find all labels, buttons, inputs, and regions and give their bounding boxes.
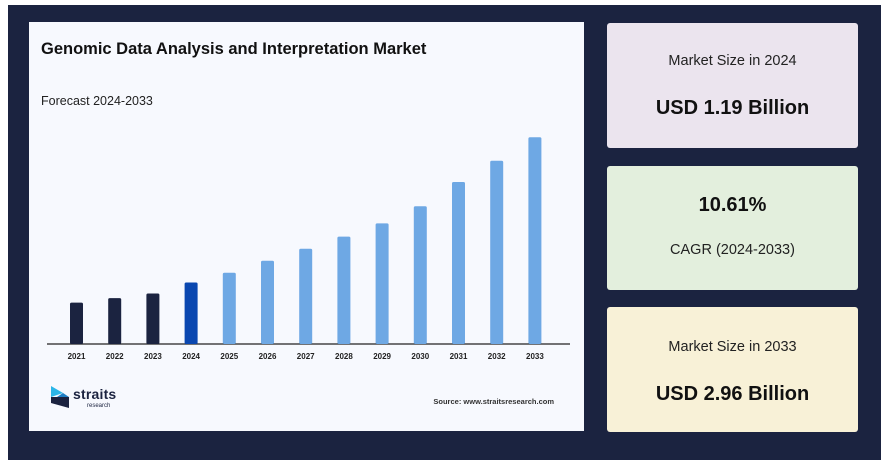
bar-2028	[337, 236, 351, 344]
bar-2025	[222, 272, 236, 344]
source-text: Source: www.straitsresearch.com	[433, 397, 554, 406]
brand-sub: research	[87, 403, 111, 409]
market-size-2024-card: Market Size in 2024 USD 1.19 Billion	[607, 23, 858, 148]
chart-subtitle: Forecast 2024-2033	[41, 94, 153, 108]
bar-2026	[261, 260, 274, 344]
x-tick-label: 2028	[335, 352, 353, 361]
chart-panel: Genomic Data Analysis and Interpretation…	[29, 22, 584, 431]
bar-2021	[70, 302, 83, 344]
market-size-2033-card: Market Size in 2033 USD 2.96 Billion	[607, 307, 858, 432]
x-tick-label: 2023	[144, 352, 162, 361]
bar-2029	[375, 223, 389, 344]
straits-logo-icon	[51, 386, 69, 408]
card-label: Market Size in 2024	[668, 53, 797, 69]
bar-2024	[184, 282, 198, 344]
card-label: Market Size in 2033	[668, 339, 797, 355]
bar-2031	[452, 182, 465, 344]
x-tick-label: 2027	[297, 352, 315, 361]
cagr-card: 10.61% CAGR (2024-2033)	[607, 166, 858, 290]
x-tick-label: 2021	[68, 352, 86, 361]
x-tick-label: 2031	[450, 352, 468, 361]
x-tick-label: 2024	[182, 352, 200, 361]
card-value: USD 2.96 Billion	[655, 383, 810, 405]
x-tick-label: 2026	[259, 352, 277, 361]
bar-2023	[146, 293, 160, 344]
card-label: CAGR (2024-2033)	[670, 242, 795, 258]
card-value: USD 1.19 Billion	[655, 97, 810, 119]
card-value: 10.61%	[698, 194, 767, 216]
bar-2022	[108, 298, 122, 344]
x-tick-label: 2032	[488, 352, 506, 361]
chart-title: Genomic Data Analysis and Interpretation…	[41, 40, 427, 58]
x-tick-label: 2022	[106, 352, 124, 361]
bar-chart: 2021 2022 2023 2024 2025 2026 2027 2028 2029 2030…	[47, 137, 570, 361]
x-tick-label: 2033	[526, 352, 544, 361]
brand-name: straits	[73, 386, 117, 402]
x-tick-label: 2030	[411, 352, 429, 361]
bar-2033	[528, 137, 542, 344]
bar-2030	[413, 206, 427, 344]
bar-2032	[490, 160, 504, 344]
straits-logo: straits research	[49, 384, 139, 414]
x-tick-label: 2029	[373, 352, 391, 361]
bar-2027	[299, 248, 313, 344]
x-tick-label: 2025	[220, 352, 238, 361]
